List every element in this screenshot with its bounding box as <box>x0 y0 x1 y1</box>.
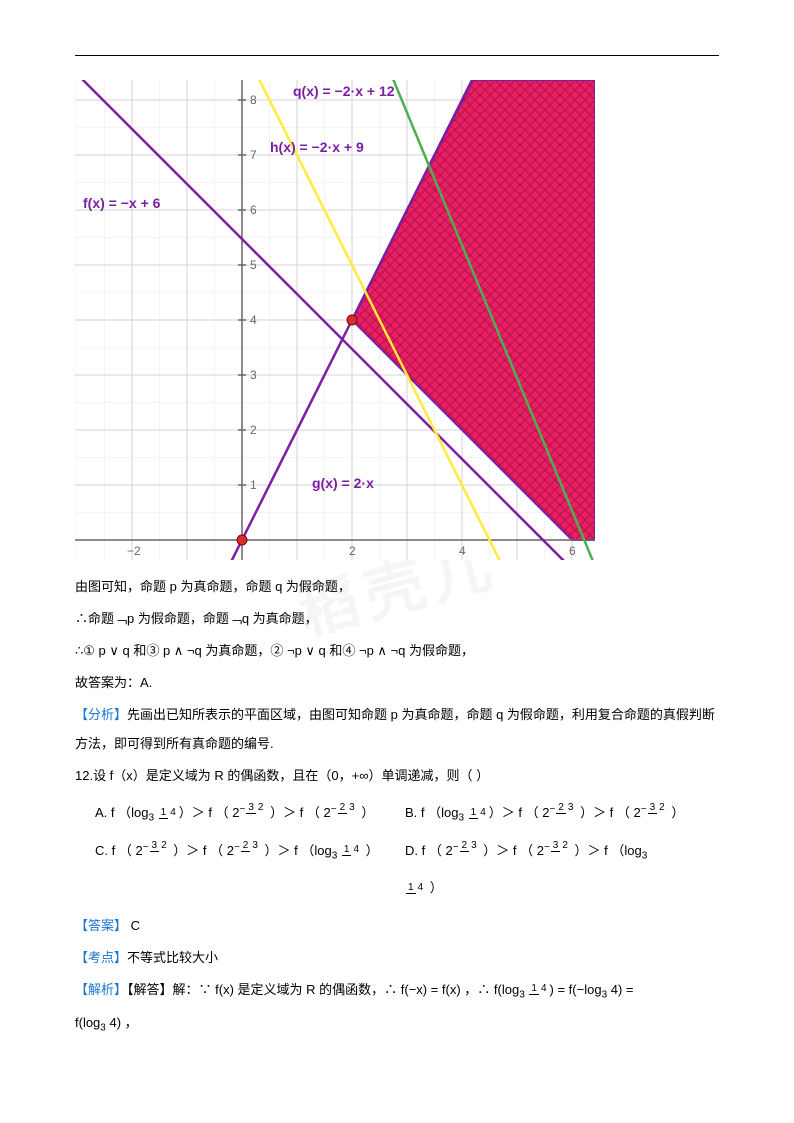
y-tick-4: 4 <box>250 313 257 327</box>
solution-text: 解：∵ f(x) 是定义域为 R 的偶函数，∴ <box>173 982 401 997</box>
header-rule <box>75 55 719 56</box>
y-tick-6: 6 <box>250 203 257 217</box>
exam-point-line: 【考点】不等式比较大小 <box>75 943 719 973</box>
point-origin <box>237 535 247 545</box>
option-c: C. f （ 2−32 ）＞ f （ 2−23 ）＞ f （log3 14 ） <box>95 833 405 871</box>
line-1: 由图可知，命题 p 为真命题，命题 q 为假命题， <box>75 572 719 602</box>
answer-label: 【答案】 <box>75 918 127 933</box>
y-tick-8: 8 <box>250 93 257 107</box>
graph-svg: −2 2 4 6 1 2 3 4 5 6 7 8 f(x) = −x + 6 g… <box>75 80 595 560</box>
x-tick-2: 2 <box>349 544 356 558</box>
y-tick-7: 7 <box>250 148 257 162</box>
y-tick-5: 5 <box>250 258 257 272</box>
label-q: q(x) = −2·x + 12 <box>293 83 395 99</box>
option-d-cont: 14 ） <box>405 870 719 906</box>
line-4: 故答案为：A. <box>75 668 719 698</box>
answer-line: 【答案】 C <box>75 911 719 941</box>
x-tick-6: 6 <box>569 544 576 558</box>
option-d: D. f （ 2−23 ）＞ f （ 2−32 ）＞ f （log3 <box>405 833 719 871</box>
answer-value: C <box>127 918 140 933</box>
option-a: A. f （log3 14）＞ f （ 2−32 ）＞ f （ 2−23 ） <box>95 795 405 833</box>
line-3: ∴① p ∨ q 和③ p ∧ ¬q 为真命题，② ¬p ∨ q 和④ ¬p ∧… <box>75 636 719 666</box>
exam-text: 不等式比较大小 <box>127 950 218 965</box>
text-content: 由图可知，命题 p 为真命题，命题 q 为假命题， ∴命题﹁p 为假命题，命题﹁… <box>75 572 719 1040</box>
analysis-label: 【分析】 <box>75 707 127 722</box>
solution-label2: 【解答】 <box>127 982 173 997</box>
options: A. f （log3 14）＞ f （ 2−32 ）＞ f （ 2−23 ） B… <box>95 795 719 907</box>
question-12: 12.设 f（x）是定义域为 R 的偶函数，且在（0，+∞）单调递减，则（ ） <box>75 761 719 791</box>
analysis-text: 先画出已知所表示的平面区域，由图可知命题 p 为真命题，命题 q 为假命题，利用… <box>75 707 715 752</box>
line-2: ∴命题﹁p 为假命题，命题﹁q 为真命题， <box>75 604 719 634</box>
point-2-4 <box>347 315 357 325</box>
x-tick-4: 4 <box>459 544 466 558</box>
x-tick-neg2: −2 <box>127 544 141 558</box>
option-b: B. f （log3 14）＞ f （ 2−23 ）＞ f （ 2−32 ） <box>405 795 719 833</box>
label-g: g(x) = 2·x <box>312 475 374 491</box>
graph: −2 2 4 6 1 2 3 4 5 6 7 8 f(x) = −x + 6 g… <box>75 80 595 560</box>
solution-cont: f(log3 4) ， <box>75 1008 719 1040</box>
solution-line: 【解析】【解答】解：∵ f(x) 是定义域为 R 的偶函数，∴ f(−x) = … <box>75 975 719 1007</box>
y-tick-1: 1 <box>250 478 257 492</box>
y-tick-3: 3 <box>250 368 257 382</box>
label-f: f(x) = −x + 6 <box>83 195 161 211</box>
exam-label: 【考点】 <box>75 950 127 965</box>
line-5: 【分析】先画出已知所表示的平面区域，由图可知命题 p 为真命题，命题 q 为假命… <box>75 700 719 760</box>
solution-label: 【解析】 <box>75 982 127 997</box>
y-tick-2: 2 <box>250 423 257 437</box>
label-h: h(x) = −2·x + 9 <box>270 139 364 155</box>
